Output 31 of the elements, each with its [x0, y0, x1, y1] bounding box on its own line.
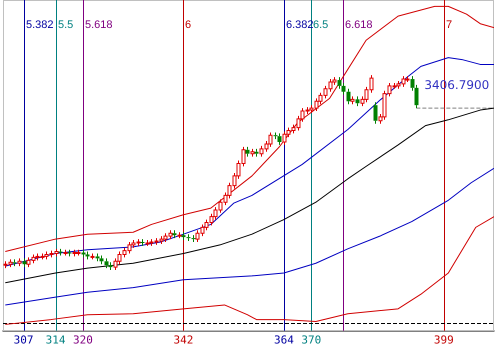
x-tick-label: 370 [301, 333, 322, 346]
candlestick [186, 234, 190, 242]
annotation: 6 [185, 19, 192, 32]
candlestick [278, 132, 282, 146]
annotation: 5.382 [26, 19, 54, 32]
candlestick [192, 234, 196, 242]
candlestick [356, 96, 360, 107]
annotation: 7 [446, 19, 452, 32]
annotation: 5.618 [85, 19, 113, 32]
candlestick [58, 248, 62, 256]
x-tick-label: 342 [173, 333, 194, 346]
candlestick [140, 238, 144, 246]
candlestick [246, 146, 250, 158]
candlestick [96, 252, 100, 262]
x-tick-label: 320 [72, 333, 93, 346]
annotation: 5.5 [58, 19, 74, 32]
candlestick [82, 249, 86, 258]
candlestick [182, 232, 186, 241]
x-tick-label: 314 [46, 333, 66, 346]
candlestick [172, 230, 176, 239]
candlestick [68, 249, 72, 257]
candlestick [108, 262, 112, 271]
candlestick [86, 251, 90, 260]
candlestick [100, 254, 104, 265]
candlestick [12, 258, 16, 267]
x-tick-label: 399 [434, 333, 454, 346]
x-tick-label: 307 [14, 333, 34, 346]
x-tick-label: 364 [274, 333, 294, 346]
annotation: 6.5 [313, 19, 328, 32]
candlestick [104, 258, 108, 269]
annotation: 6.618 [345, 19, 373, 32]
